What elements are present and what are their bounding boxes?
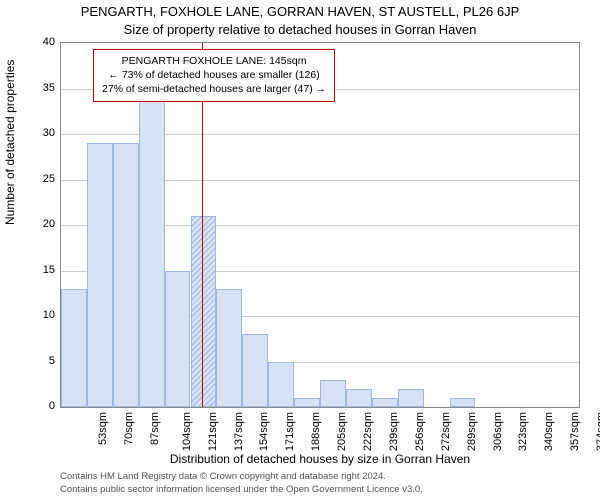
- title-main: PENGARTH, FOXHOLE LANE, GORRAN HAVEN, ST…: [0, 4, 600, 19]
- footnote: Contains HM Land Registry data © Crown c…: [60, 471, 580, 496]
- x-tick-label: 87sqm: [149, 412, 161, 445]
- histogram-bar: [294, 398, 320, 407]
- x-tick-label: 121sqm: [207, 412, 219, 451]
- histogram-bar: [61, 289, 87, 407]
- annotation-line: ← 73% of detached houses are smaller (12…: [102, 68, 326, 82]
- y-tick-label: 0: [25, 400, 55, 412]
- histogram-bar: [346, 389, 372, 407]
- y-tick-label: 15: [25, 264, 55, 276]
- x-tick-label: 171sqm: [284, 412, 296, 451]
- histogram-bar: [87, 143, 113, 407]
- y-tick-label: 25: [25, 173, 55, 185]
- x-tick-label: 323sqm: [518, 412, 530, 451]
- x-tick-label: 239sqm: [388, 412, 400, 451]
- x-tick-label: 154sqm: [259, 412, 271, 451]
- histogram-bar: [372, 398, 398, 407]
- histogram-bar: [191, 216, 217, 407]
- histogram-bar: [165, 271, 191, 408]
- histogram-bar: [113, 143, 139, 407]
- y-axis-label: Number of detached properties: [3, 60, 17, 225]
- y-tick-label: 35: [25, 82, 55, 94]
- chart-container: PENGARTH, FOXHOLE LANE, GORRAN HAVEN, ST…: [0, 0, 600, 500]
- footnote-line2: Contains public sector information licen…: [60, 484, 580, 496]
- x-tick-label: 70sqm: [123, 412, 135, 445]
- histogram-bar: [398, 389, 424, 407]
- footnote-line1: Contains HM Land Registry data © Crown c…: [60, 471, 580, 483]
- plot-area: PENGARTH FOXHOLE LANE: 145sqm← 73% of de…: [60, 42, 580, 408]
- x-tick-label: 272sqm: [440, 412, 452, 451]
- x-axis-label: Distribution of detached houses by size …: [60, 452, 580, 466]
- x-tick-label: 357sqm: [569, 412, 581, 451]
- x-tick-label: 256sqm: [414, 412, 426, 451]
- histogram-bar: [450, 398, 476, 407]
- x-tick-label: 289sqm: [466, 412, 478, 451]
- annotation-line: 27% of semi-detached houses are larger (…: [102, 82, 326, 96]
- y-tick-label: 20: [25, 218, 55, 230]
- x-tick-label: 188sqm: [310, 412, 322, 451]
- histogram-bar: [242, 334, 268, 407]
- y-tick-label: 10: [25, 309, 55, 321]
- x-tick-label: 205sqm: [336, 412, 348, 451]
- histogram-bar: [216, 289, 242, 407]
- x-tick-label: 340sqm: [543, 412, 555, 451]
- x-tick-label: 53sqm: [97, 412, 109, 445]
- histogram-bar: [320, 380, 346, 407]
- annotation-box: PENGARTH FOXHOLE LANE: 145sqm← 73% of de…: [93, 49, 335, 102]
- x-tick-label: 306sqm: [492, 412, 504, 451]
- x-tick-label: 104sqm: [181, 412, 193, 451]
- y-tick-label: 40: [25, 36, 55, 48]
- title-sub: Size of property relative to detached ho…: [0, 22, 600, 37]
- y-tick-label: 30: [25, 127, 55, 139]
- x-tick-label: 374sqm: [595, 412, 600, 451]
- histogram-bar: [268, 362, 294, 408]
- x-tick-label: 137sqm: [233, 412, 245, 451]
- histogram-bar: [139, 89, 165, 408]
- annotation-line: PENGARTH FOXHOLE LANE: 145sqm: [102, 54, 326, 68]
- x-tick-label: 222sqm: [362, 412, 374, 451]
- y-tick-label: 5: [25, 355, 55, 367]
